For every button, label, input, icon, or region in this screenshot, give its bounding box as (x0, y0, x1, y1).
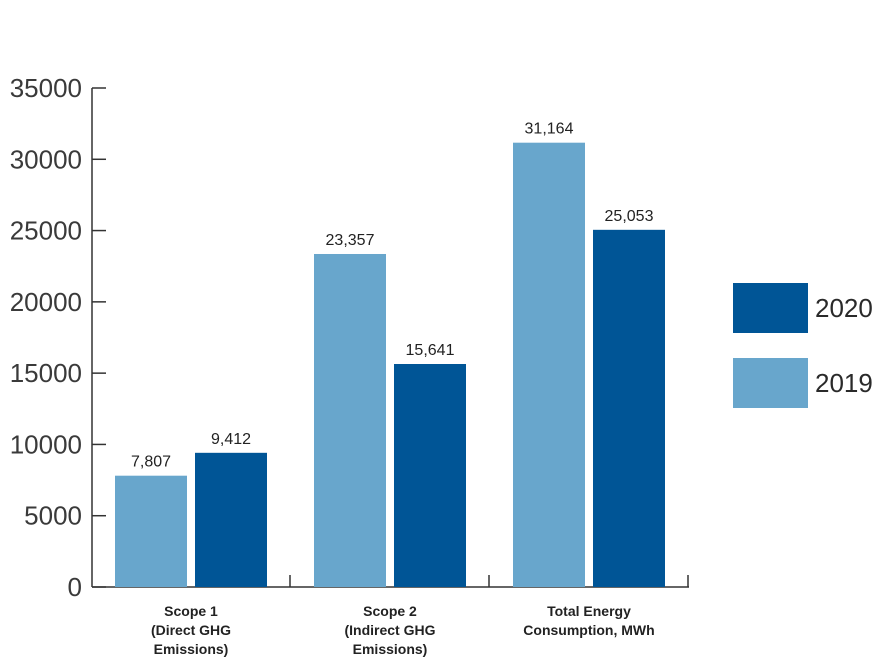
y-tick-label: 30000 (10, 144, 82, 174)
legend-swatch-2020 (733, 283, 808, 333)
bar-2019-0 (115, 475, 187, 587)
data-label: 25,053 (605, 208, 654, 225)
y-tick-label: 25000 (10, 216, 82, 246)
data-label: 15,641 (406, 342, 455, 359)
data-label: 31,164 (525, 121, 574, 138)
x-category-label: Total Energy Consumption, MWh (523, 603, 654, 638)
chart-data-labels: 7,807 23,357 31,164 9,412 15,641 25,053 (131, 121, 654, 471)
legend-swatch-2019 (733, 358, 808, 408)
y-tick-label: 5000 (24, 501, 82, 531)
data-label: 9,412 (211, 431, 251, 448)
y-tick-label: 35000 (10, 73, 82, 103)
bar-2019-1 (314, 253, 386, 587)
chart-bars (115, 142, 665, 587)
data-label: 23,357 (326, 232, 375, 249)
x-category-label: Scope 2 (Indirect GHG Emissions) (344, 603, 435, 657)
bar-2019-2 (513, 142, 585, 587)
x-category-label: Scope 1 (Direct GHG Emissions) (151, 603, 231, 657)
y-tick-label: 10000 (10, 429, 82, 459)
data-label: 7,807 (131, 454, 171, 471)
chart-axes: 0 5000 10000 15000 20000 25000 30000 35000 Scope… (10, 73, 689, 657)
y-tick-label: 0 (68, 572, 82, 602)
y-tick-label: 20000 (10, 287, 82, 317)
bar-2020-0 (195, 452, 267, 587)
bar-2020-2 (593, 229, 665, 587)
legend-label-2020: 2020 (815, 293, 873, 323)
legend-label-2019: 2019 (815, 368, 873, 398)
chart-legend: 2020 2019 (733, 283, 873, 408)
y-tick-label: 15000 (10, 358, 82, 388)
bar-2020-1 (394, 364, 466, 587)
